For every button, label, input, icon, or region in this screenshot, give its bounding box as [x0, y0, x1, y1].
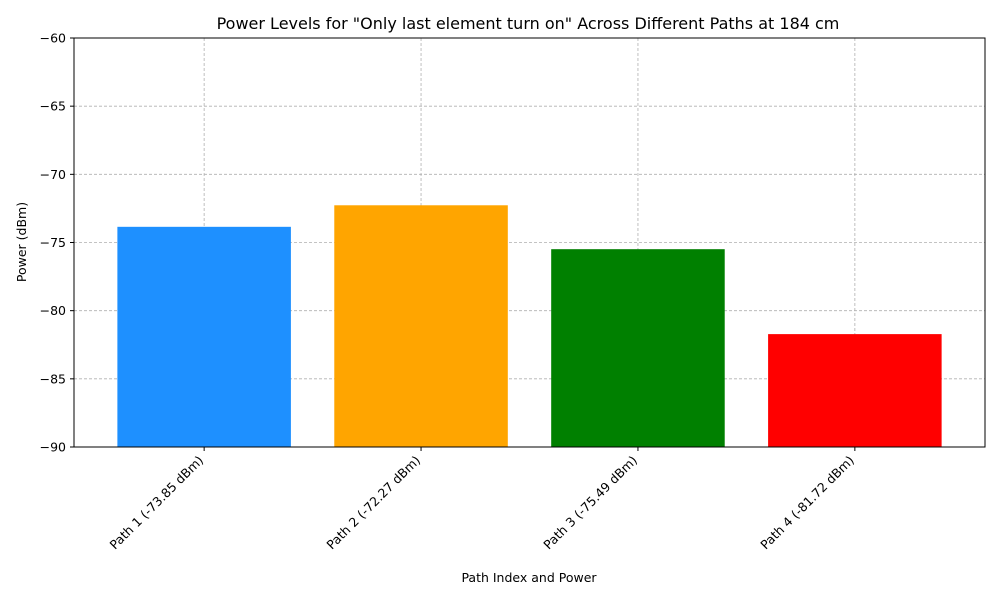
y-tick-label: −65	[40, 99, 66, 114]
x-tick-label: Path 4 (-81.72 dBm)	[757, 453, 857, 553]
x-axis-label: Path Index and Power	[461, 570, 597, 585]
chart-title: Power Levels for "Only last element turn…	[217, 14, 840, 33]
y-tick-label: −90	[40, 440, 66, 455]
bar	[551, 249, 725, 447]
bar	[768, 334, 942, 447]
x-tick-label: Path 2 (-72.27 dBm)	[323, 453, 423, 553]
bar	[334, 205, 508, 447]
y-tick-label: −70	[40, 167, 66, 182]
y-tick-label: −80	[40, 303, 66, 318]
y-tick-label: −85	[40, 371, 66, 386]
bar	[117, 226, 291, 447]
y-axis-label: Power (dBm)	[14, 202, 29, 282]
x-tick-label: Path 1 (-73.85 dBm)	[107, 453, 207, 553]
x-tick-label: Path 3 (-75.49 dBm)	[540, 453, 640, 553]
plot-frame	[73, 37, 986, 448]
y-tick-label: −75	[40, 235, 66, 250]
y-tick-label: −60	[40, 31, 66, 46]
bars	[117, 205, 942, 447]
